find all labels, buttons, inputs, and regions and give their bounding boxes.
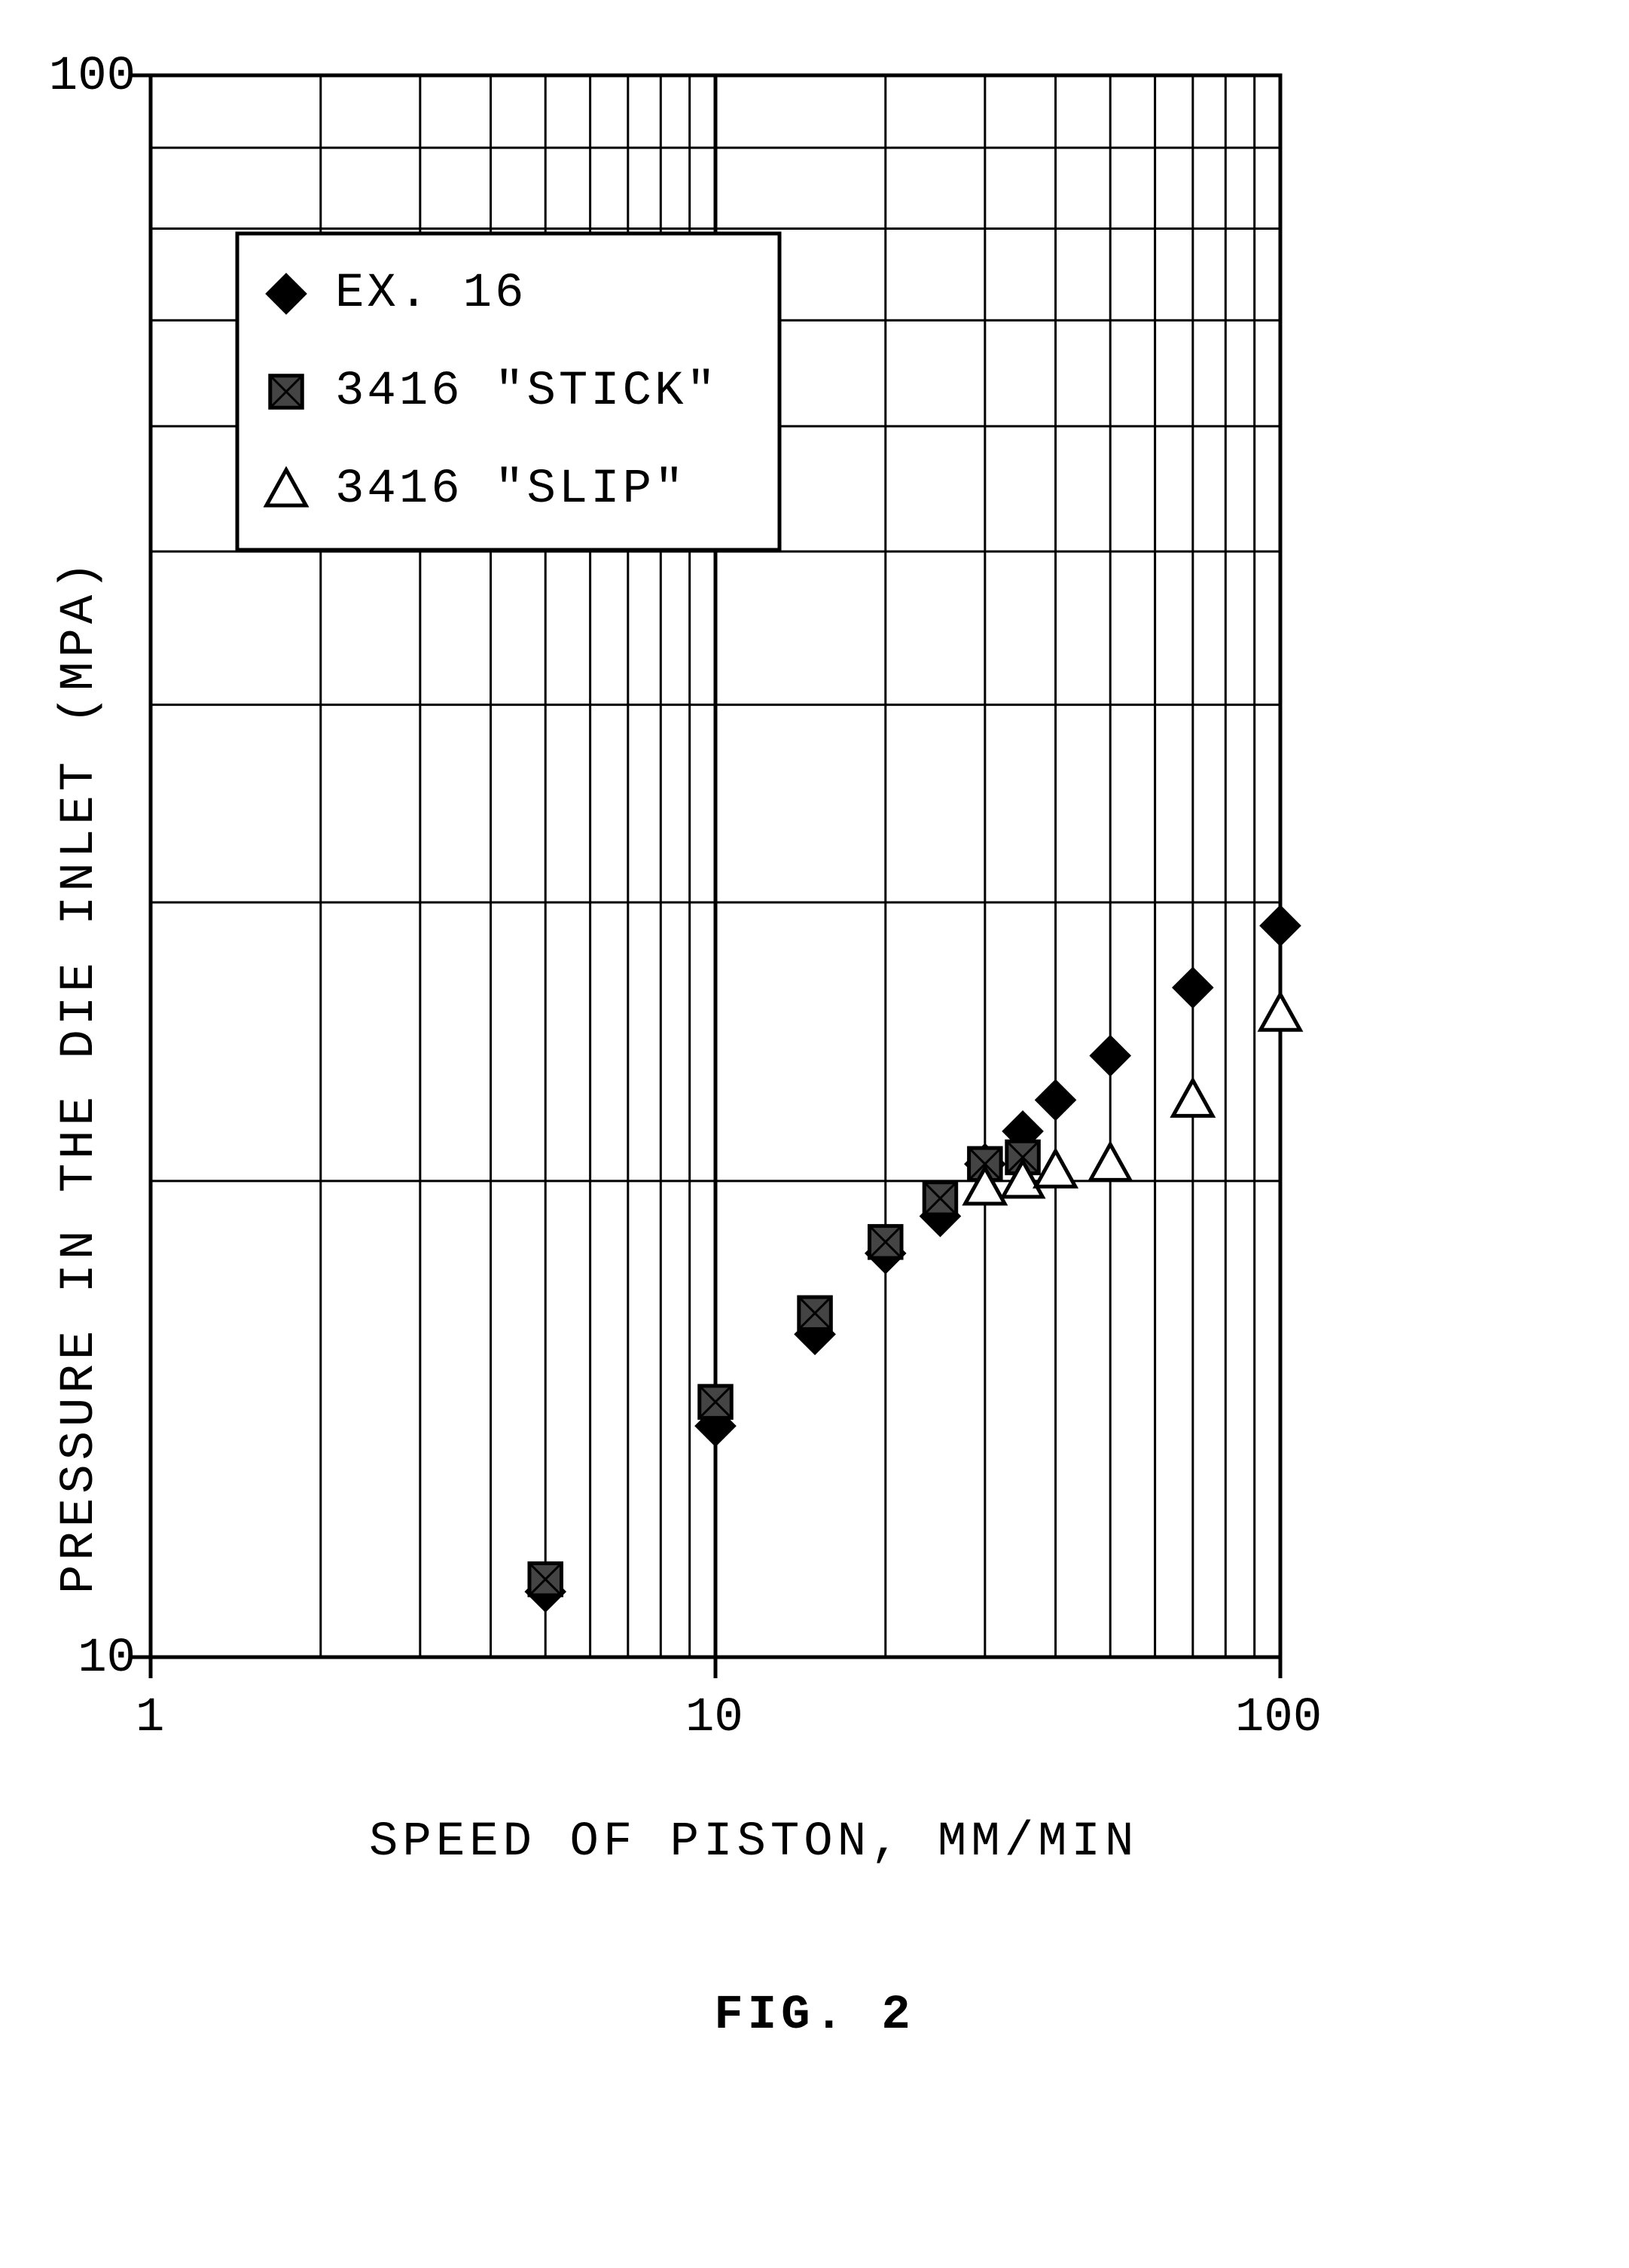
y-axis-label: PRESSURE IN THE DIE INLET (MPA) [53,12,107,1594]
plot-svg [151,75,1280,1657]
x-tick-label: 10 [685,1691,743,1745]
figure-wrap: PRESSURE IN THE DIE INLET (MPA) SPEED OF… [0,0,1629,2268]
y-tick-label: 10 [8,1632,136,1686]
legend-item-label: 3416 "STICK" [335,365,718,419]
legend-item-label: 3416 "SLIP" [335,462,686,517]
x-tick-label: 1 [136,1691,164,1745]
figure-caption: FIG. 2 [0,1989,1629,2043]
x-axis-label: SPEED OF PISTON, MM/MIN [369,1815,1138,1870]
legend-item-label: EX. 16 [335,267,526,321]
chart: PRESSURE IN THE DIE INLET (MPA) SPEED OF… [151,75,1280,1657]
x-tick-label: 100 [1235,1691,1322,1745]
y-tick-label: 100 [8,50,136,104]
